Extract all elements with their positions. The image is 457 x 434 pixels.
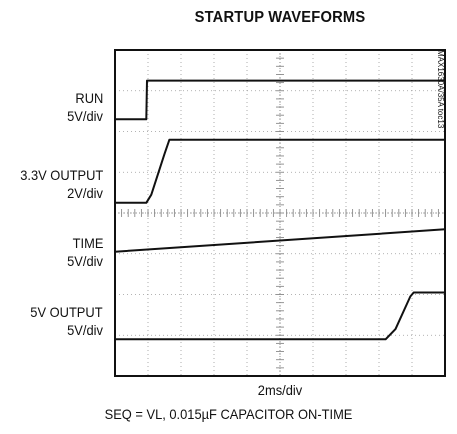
trace-5v-output: [114, 291, 446, 341]
channel-label-5v-output: 5V OUTPUT: [30, 304, 103, 320]
channel-scale-3v3-output: 2V/div: [67, 185, 103, 201]
trace-run: [114, 79, 446, 121]
channel-label-time: TIME: [72, 235, 103, 251]
trace-time: [114, 228, 446, 253]
channel-scale-time: 5V/div: [67, 253, 103, 269]
plot-frame: [114, 49, 446, 377]
chart-title: STARTUP WAVEFORMS: [194, 9, 366, 26]
footnote: SEQ = VL, 0.015µF CAPACITOR ON-TIME: [104, 406, 353, 422]
channel-label-run: RUN: [75, 90, 103, 106]
channel-label-3v3-output: 3.3V OUTPUT: [19, 167, 103, 183]
trace-3-3v-output: [114, 138, 446, 204]
channel-scale-run: 5V/div: [67, 108, 103, 124]
x-axis-scale: 2ms/div: [257, 382, 303, 398]
channel-scale-5v-output: 5V/div: [67, 322, 103, 338]
